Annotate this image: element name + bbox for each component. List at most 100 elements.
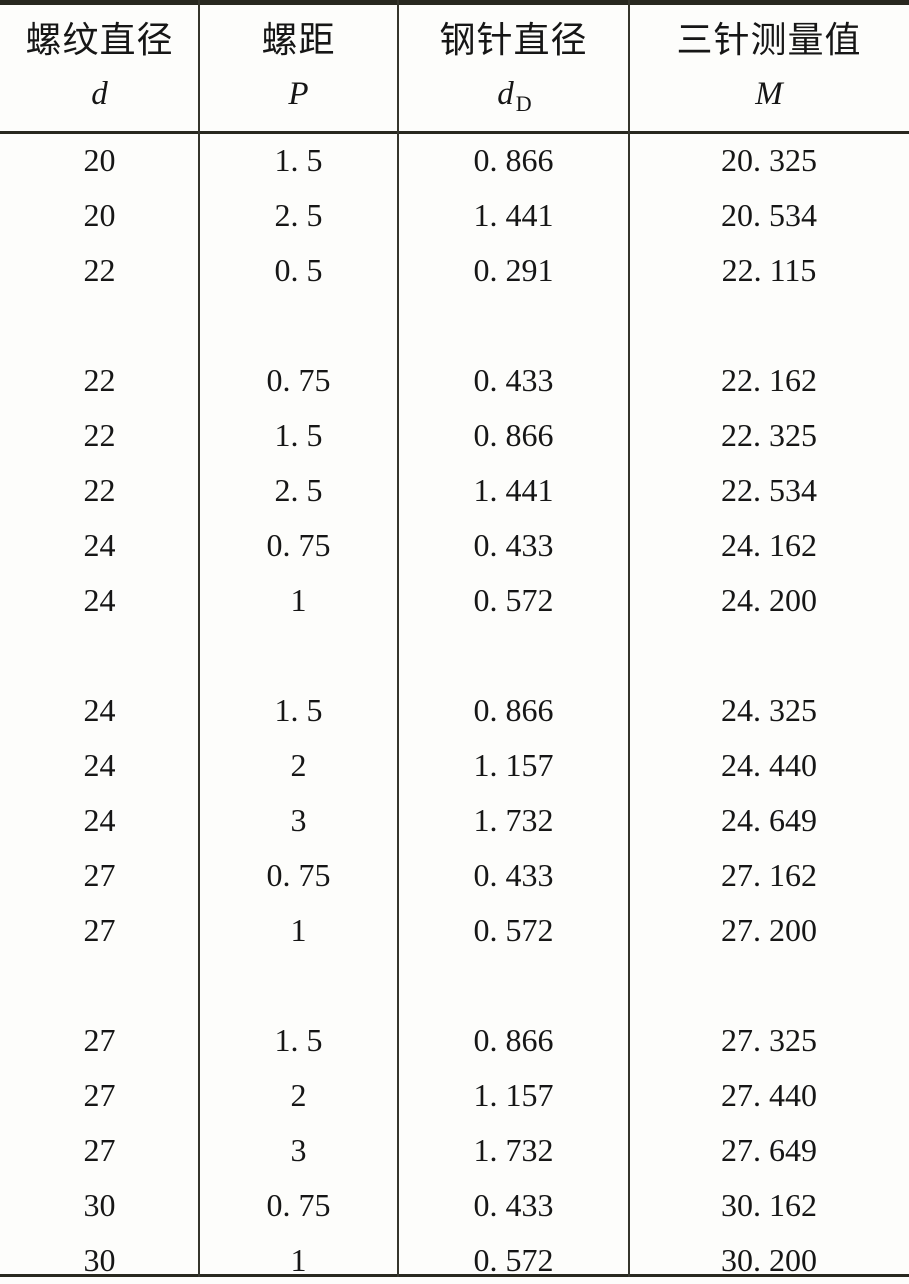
table-cell: 30 [83,1242,116,1278]
table-cell: 27. 440 [721,1077,817,1113]
table-cell: 24. 440 [721,747,817,783]
table-cell: 0. 5 [274,252,323,288]
table-row: 30 1 0. 572 30. 200 [0,1233,909,1284]
table-cell: 27. 162 [721,857,817,893]
table-cell: 0. 572 [473,912,554,948]
column-divider [198,0,200,1277]
table-cell: 1. 157 [473,747,554,783]
table-cell: 0. 572 [473,1242,554,1278]
table-row: 24 1 0. 572 24. 200 [0,573,909,628]
table-row: 22 0. 75 0. 433 22. 162 [0,353,909,408]
table-cell: 0. 433 [473,362,554,398]
table-cell [0,628,199,683]
table-cell: 0. 75 [266,362,331,398]
table-cell: 27 [83,912,116,948]
table-row: 27 2 1. 157 27. 440 [0,1068,909,1123]
table-cell: 27 [83,857,116,893]
header-pitch: 螺距 P [199,5,398,131]
table-cell [398,958,629,1013]
table-row: 20 2. 5 1. 441 20. 534 [0,188,909,243]
table-cell: 27. 325 [721,1022,817,1058]
table-cell: 1. 5 [274,1022,323,1058]
table-cell: 2 [290,1077,307,1113]
table-cell: 22 [83,252,116,288]
table-cell: 20. 534 [721,197,817,233]
header-divider-rule [0,131,909,134]
column-divider [397,0,399,1277]
table-body: 20 1. 5 0. 866 20. 325 20 2. 5 1. 441 20. 534 22… [0,133,909,1284]
table-row-blank [0,958,909,1013]
table-cell [398,298,629,353]
table-row: 24 1. 5 0. 866 24. 325 [0,683,909,738]
header-thread-diameter: 螺纹直径 d [0,5,199,131]
table-cell: 0. 291 [473,252,554,288]
table-cell [199,298,398,353]
table-row: 27 1 0. 572 27. 200 [0,903,909,958]
table-row: 22 2. 5 1. 441 22. 534 [0,463,909,518]
table-row-blank [0,298,909,353]
table-cell: 24. 200 [721,582,817,618]
table-header: 螺纹直径 d 螺距 P 钢针直径 dD 三针测量值 M [0,5,909,131]
top-border-rule [0,0,909,5]
table-cell: 24 [83,527,116,563]
table-cell: 1. 732 [473,802,554,838]
table-cell: 22 [83,417,116,453]
header-label: 三针测量值 [676,19,862,60]
table-cell: 0. 75 [266,857,331,893]
table-cell: 0. 866 [473,142,554,178]
table-cell [398,628,629,683]
table-cell: 3 [290,1132,307,1168]
table-row: 20 1. 5 0. 866 20. 325 [0,133,909,188]
table-cell: 1. 441 [473,197,554,233]
table-cell: 1 [290,912,307,948]
table-cell: 1. 5 [274,417,323,453]
table-cell: 1. 157 [473,1077,554,1113]
table-cell [629,958,909,1013]
table-cell: 27. 649 [721,1132,817,1168]
table-cell: 1. 5 [274,142,323,178]
table-cell: 2 [290,747,307,783]
table-row: 24 0. 75 0. 433 24. 162 [0,518,909,573]
table-cell: 1. 732 [473,1132,554,1168]
table-cell: 22. 325 [721,417,817,453]
table-cell: 27 [83,1077,116,1113]
table-cell: 1 [290,1242,307,1278]
table-row: 27 0. 75 0. 433 27. 162 [0,848,909,903]
table-row: 22 1. 5 0. 866 22. 325 [0,408,909,463]
header-label: 螺纹直径 [25,19,174,60]
bottom-border-rule [0,1274,909,1277]
table-cell [199,958,398,1013]
table-cell: 24. 325 [721,692,817,728]
table-cell: 0. 866 [473,1022,554,1058]
table-cell [0,958,199,1013]
table-cell: 24 [83,582,116,618]
table-cell: 20 [83,142,116,178]
table-cell: 24. 162 [721,527,817,563]
column-divider [628,0,630,1277]
table-cell: 22. 115 [721,252,817,288]
table-cell: 30. 162 [721,1187,817,1223]
table-cell: 22 [83,362,116,398]
table-cell: 2. 5 [274,197,323,233]
table-cell: 0. 75 [266,527,331,563]
table-cell: 2. 5 [274,472,323,508]
header-measurement-value: 三针测量值 M [629,5,909,131]
table-cell: 30 [83,1187,116,1223]
table-cell: 22. 534 [721,472,817,508]
table-cell: 3 [290,802,307,838]
table-row: 24 3 1. 732 24. 649 [0,793,909,848]
table-row: 22 0. 5 0. 291 22. 115 [0,243,909,298]
table-cell: 24. 649 [721,802,817,838]
table-cell [629,628,909,683]
table-cell [199,628,398,683]
table-cell: 22. 162 [721,362,817,398]
table-cell: 1. 5 [274,692,323,728]
table-row: 30 0. 75 0. 433 30. 162 [0,1178,909,1233]
header-label: 钢针直径 [439,19,588,60]
table-cell [0,298,199,353]
table-cell: 0. 433 [473,857,554,893]
header-symbol: d [91,75,108,112]
header-label: 螺距 [261,19,336,60]
table-cell: 1. 441 [473,472,554,508]
